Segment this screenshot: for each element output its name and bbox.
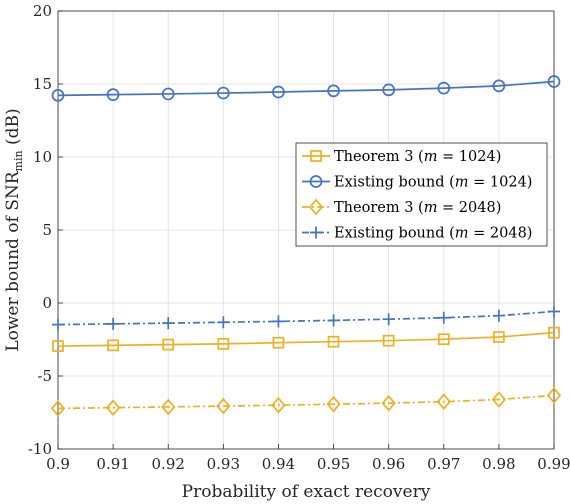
series-square-marker [437, 333, 450, 346]
legend-label: Existing bound (m = 1024) [334, 175, 532, 191]
series-plus-marker [52, 318, 64, 331]
series-diamond-marker [216, 397, 231, 415]
x-tick-label: 0.91 [96, 455, 129, 473]
legend-box [295, 142, 548, 247]
y-axis-label-unit: (dB) [3, 108, 23, 150]
series-circle-marker [106, 88, 120, 102]
series-line [57, 310, 555, 326]
x-tick-label: 0.93 [207, 455, 240, 473]
series-square-marker [217, 338, 230, 350]
y-tick-label: -10 [28, 440, 52, 458]
series-4 [52, 305, 560, 331]
legend: Theorem 3 (m = 1024)Existing bound (m = … [295, 142, 548, 247]
series-circle-marker [272, 85, 285, 99]
legend-label-prefix: Theorem 3 ( [334, 149, 424, 165]
legend-label-suffix: = 1024) [469, 175, 533, 191]
series-diamond-marker [105, 399, 121, 416]
legend-label-variable: m [424, 200, 438, 216]
legend-label-prefix: Existing bound ( [334, 175, 455, 191]
series-diamond-marker [381, 394, 396, 412]
legend-item: Existing bound (m = 2048) [302, 226, 532, 242]
series-line [57, 80, 555, 97]
y-tick-label: 15 [33, 75, 52, 93]
y-axis-label-main: Lower bound of SNR [3, 170, 23, 351]
series-plus-marker [272, 315, 285, 328]
series-plus-marker [437, 311, 450, 324]
series-diamond-marker [50, 400, 66, 417]
series-square-marker [52, 340, 64, 352]
series-square-marker [548, 326, 560, 339]
x-tick-label: 0.96 [372, 455, 405, 473]
series-diamond-marker [491, 391, 507, 408]
axis-ticks: 0.9 0.91 0.92 0.93 0.94 0.95 0.96 0.97 0.98 0.99 -… [28, 2, 570, 473]
series-circle-marker [492, 79, 506, 93]
x-tick-label: 0.97 [427, 455, 460, 473]
series-circle-marker [216, 86, 230, 100]
series-2 [51, 75, 561, 102]
legend-diamond-marker [308, 198, 324, 216]
series-circle-marker [51, 89, 65, 102]
legend-label-suffix: = 2048) [469, 226, 533, 242]
y-tick-label: 20 [33, 2, 52, 20]
series-3 [50, 387, 562, 417]
series-plus-marker [548, 305, 560, 318]
legend-label-variable: m [455, 175, 469, 191]
series-square-marker [327, 335, 340, 348]
series-diamond-marker [546, 387, 562, 404]
series-square-marker [382, 334, 395, 347]
series-diamond-marker [271, 396, 286, 414]
series-square-marker [107, 339, 119, 352]
y-axis-label: Lower bound of SNRmin (dB) [3, 108, 25, 351]
x-tick-label: 0.92 [152, 455, 185, 473]
series-circle-marker [382, 83, 396, 97]
legend-label-suffix: = 2048) [437, 200, 501, 216]
series-square-marker [493, 331, 505, 343]
y-axis-label-subscript: min [12, 150, 25, 171]
x-tick-label: 0.95 [317, 455, 350, 473]
x-axis-label: Probability of exact recovery [182, 482, 431, 502]
legend-label: Theorem 3 (m = 2048) [334, 200, 501, 216]
series-diamond-marker [326, 395, 341, 413]
series-circle-marker [547, 75, 561, 88]
y-tick-label: -5 [37, 367, 52, 385]
series-diamond-marker [161, 398, 176, 416]
series-circle-marker [327, 84, 340, 98]
legend-item: Theorem 3 (m = 1024) [302, 149, 501, 165]
series-plus-marker [107, 317, 120, 330]
legend-square-marker [310, 150, 322, 162]
x-tick-label: 0.99 [537, 455, 570, 473]
legend-item: Theorem 3 (m = 2048) [302, 198, 501, 216]
legend-plus-marker [310, 226, 322, 239]
legend-label: Existing bound (m = 2048) [334, 226, 532, 242]
series-plus-marker [217, 316, 230, 329]
x-tick-label: 0.9 [46, 455, 70, 473]
series-circle-marker [437, 81, 451, 95]
legend-label-suffix: = 1024) [437, 149, 501, 165]
series-line [57, 394, 555, 410]
series-layer [50, 75, 562, 417]
series-circle-marker [161, 87, 175, 101]
legend-label-prefix: Existing bound ( [334, 226, 455, 242]
legend-label-variable: m [455, 226, 469, 242]
series-line [57, 331, 555, 347]
legend-label: Theorem 3 (m = 1024) [334, 149, 501, 165]
series-plus-marker [327, 314, 340, 327]
y-tick-label: 5 [42, 221, 52, 239]
x-tick-label: 0.94 [262, 455, 295, 473]
y-tick-label: 0 [42, 294, 52, 312]
legend-label-variable: m [424, 149, 438, 165]
y-tick-label: 10 [33, 148, 52, 166]
legend-label-prefix: Theorem 3 ( [334, 200, 424, 216]
legend-circle-marker [309, 175, 323, 188]
series-plus-marker [162, 317, 175, 330]
series-plus-marker [492, 309, 505, 322]
series-square-marker [162, 338, 175, 351]
series-diamond-marker [436, 393, 451, 411]
series-square-marker [272, 336, 285, 349]
series-1 [52, 326, 560, 352]
x-tick-label: 0.98 [482, 455, 515, 473]
legend-item: Existing bound (m = 1024) [302, 175, 532, 191]
series-plus-marker [382, 313, 395, 326]
